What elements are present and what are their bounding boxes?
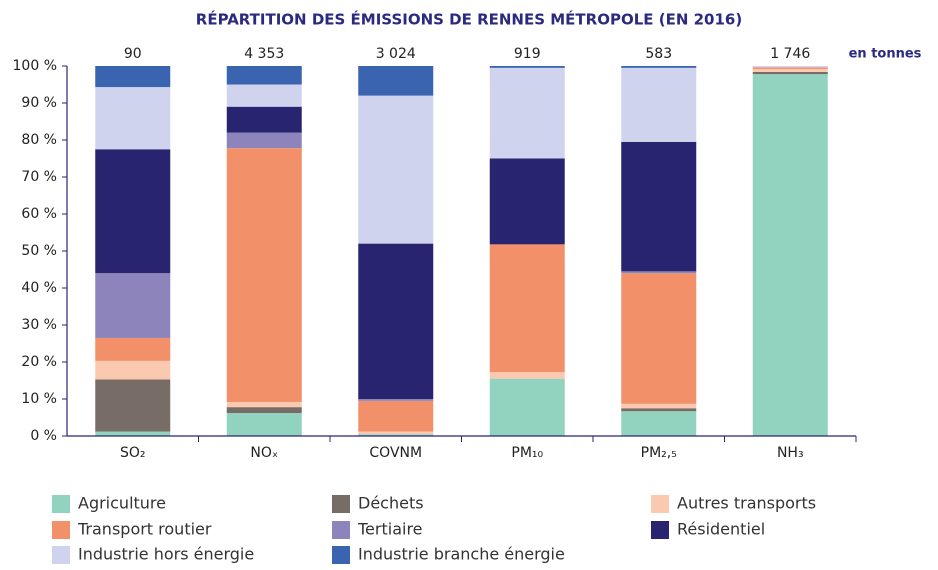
- bar-segment: [621, 66, 697, 68]
- bar-segment: [489, 158, 565, 245]
- legend-label: Industrie branche énergie: [358, 545, 565, 564]
- bar-segment: [226, 148, 302, 402]
- bar-segment: [489, 378, 565, 436]
- total-label: 919: [514, 46, 541, 62]
- legend-swatch: [52, 495, 70, 513]
- legend-label: Déchets: [358, 494, 424, 513]
- bar-segment: [95, 66, 171, 88]
- x-tick-label: PM₁₀: [511, 445, 543, 461]
- bar-segment: [621, 411, 697, 436]
- y-tick-label: 0 %: [30, 428, 57, 444]
- y-tick-label: 80 %: [21, 132, 57, 148]
- x-tick-label: NH₃: [777, 445, 804, 461]
- x-tick-label: SO₂: [120, 445, 146, 461]
- bar-segment: [489, 66, 565, 68]
- bar-segment: [752, 68, 828, 72]
- bar-segment: [95, 273, 171, 338]
- y-tick-label: 30 %: [21, 317, 57, 333]
- bar-segment: [95, 360, 171, 380]
- unit-label: en tonnes: [849, 47, 922, 62]
- legend-label: Autres transports: [677, 494, 816, 513]
- bar-segment: [226, 407, 302, 414]
- legend-label: Industrie hors énergie: [78, 545, 254, 564]
- y-tick-label: 100 %: [13, 58, 57, 74]
- bar-segment: [226, 132, 302, 149]
- legend-label: Agriculture: [78, 494, 166, 513]
- bar-segment: [489, 67, 565, 159]
- legend-swatch: [332, 521, 350, 539]
- bar-segment: [752, 67, 828, 69]
- bar-segment: [358, 243, 434, 399]
- legend-label: Résidentiel: [677, 520, 765, 539]
- total-label: 3 024: [376, 46, 416, 62]
- x-tick-label: COVNM: [369, 445, 422, 461]
- bar-segment: [752, 74, 828, 436]
- bar-segment: [621, 141, 697, 272]
- x-tick-label: NOₓ: [250, 445, 278, 461]
- y-tick-label: 70 %: [21, 169, 57, 185]
- bar-segment: [621, 408, 697, 412]
- legend-label: Tertiaire: [357, 520, 423, 539]
- bar-segment: [95, 87, 171, 150]
- chart-title: RÉPARTITION DES ÉMISSIONS DE RENNES MÉTR…: [196, 10, 742, 29]
- y-tick-label: 50 %: [21, 243, 57, 259]
- bar-segment: [621, 67, 697, 142]
- bar-segment: [752, 71, 828, 75]
- bar-segment: [226, 84, 302, 107]
- bar-segment: [489, 371, 565, 379]
- bar-segment: [226, 413, 302, 436]
- bar-segment: [226, 66, 302, 85]
- bar-segment: [226, 106, 302, 133]
- x-tick-label: PM₂,₅: [641, 445, 677, 461]
- bar-segment: [489, 244, 565, 372]
- bar-segment: [95, 149, 171, 274]
- bar-segment: [752, 66, 828, 68]
- bar-segment: [621, 403, 697, 409]
- legend-label: Transport routier: [77, 520, 212, 539]
- legend-swatch: [651, 495, 669, 513]
- bar-segment: [226, 401, 302, 408]
- y-tick-label: 10 %: [21, 391, 57, 407]
- legend-swatch: [651, 521, 669, 539]
- bar-segment: [95, 379, 171, 432]
- y-tick-label: 40 %: [21, 280, 57, 296]
- bar-segment: [95, 431, 171, 436]
- bar-segment: [621, 273, 697, 404]
- bar-segment: [358, 95, 434, 244]
- total-label: 4 353: [244, 46, 284, 62]
- legend-swatch: [52, 521, 70, 539]
- bar-segment: [358, 399, 434, 401]
- total-label: 583: [645, 46, 672, 62]
- legend-swatch: [332, 495, 350, 513]
- y-tick-label: 90 %: [21, 95, 57, 111]
- bar-segment: [358, 434, 434, 436]
- y-tick-label: 60 %: [21, 206, 57, 222]
- total-label: 90: [124, 46, 142, 62]
- bar-segment: [95, 337, 171, 361]
- bar-segment: [621, 271, 697, 274]
- y-tick-label: 20 %: [21, 354, 57, 370]
- bar-segment: [358, 431, 434, 435]
- legend-swatch: [52, 546, 70, 564]
- legend-swatch: [332, 546, 350, 564]
- bar-segment: [358, 400, 434, 432]
- total-label: 1 746: [770, 46, 810, 62]
- bar-segment: [358, 66, 434, 96]
